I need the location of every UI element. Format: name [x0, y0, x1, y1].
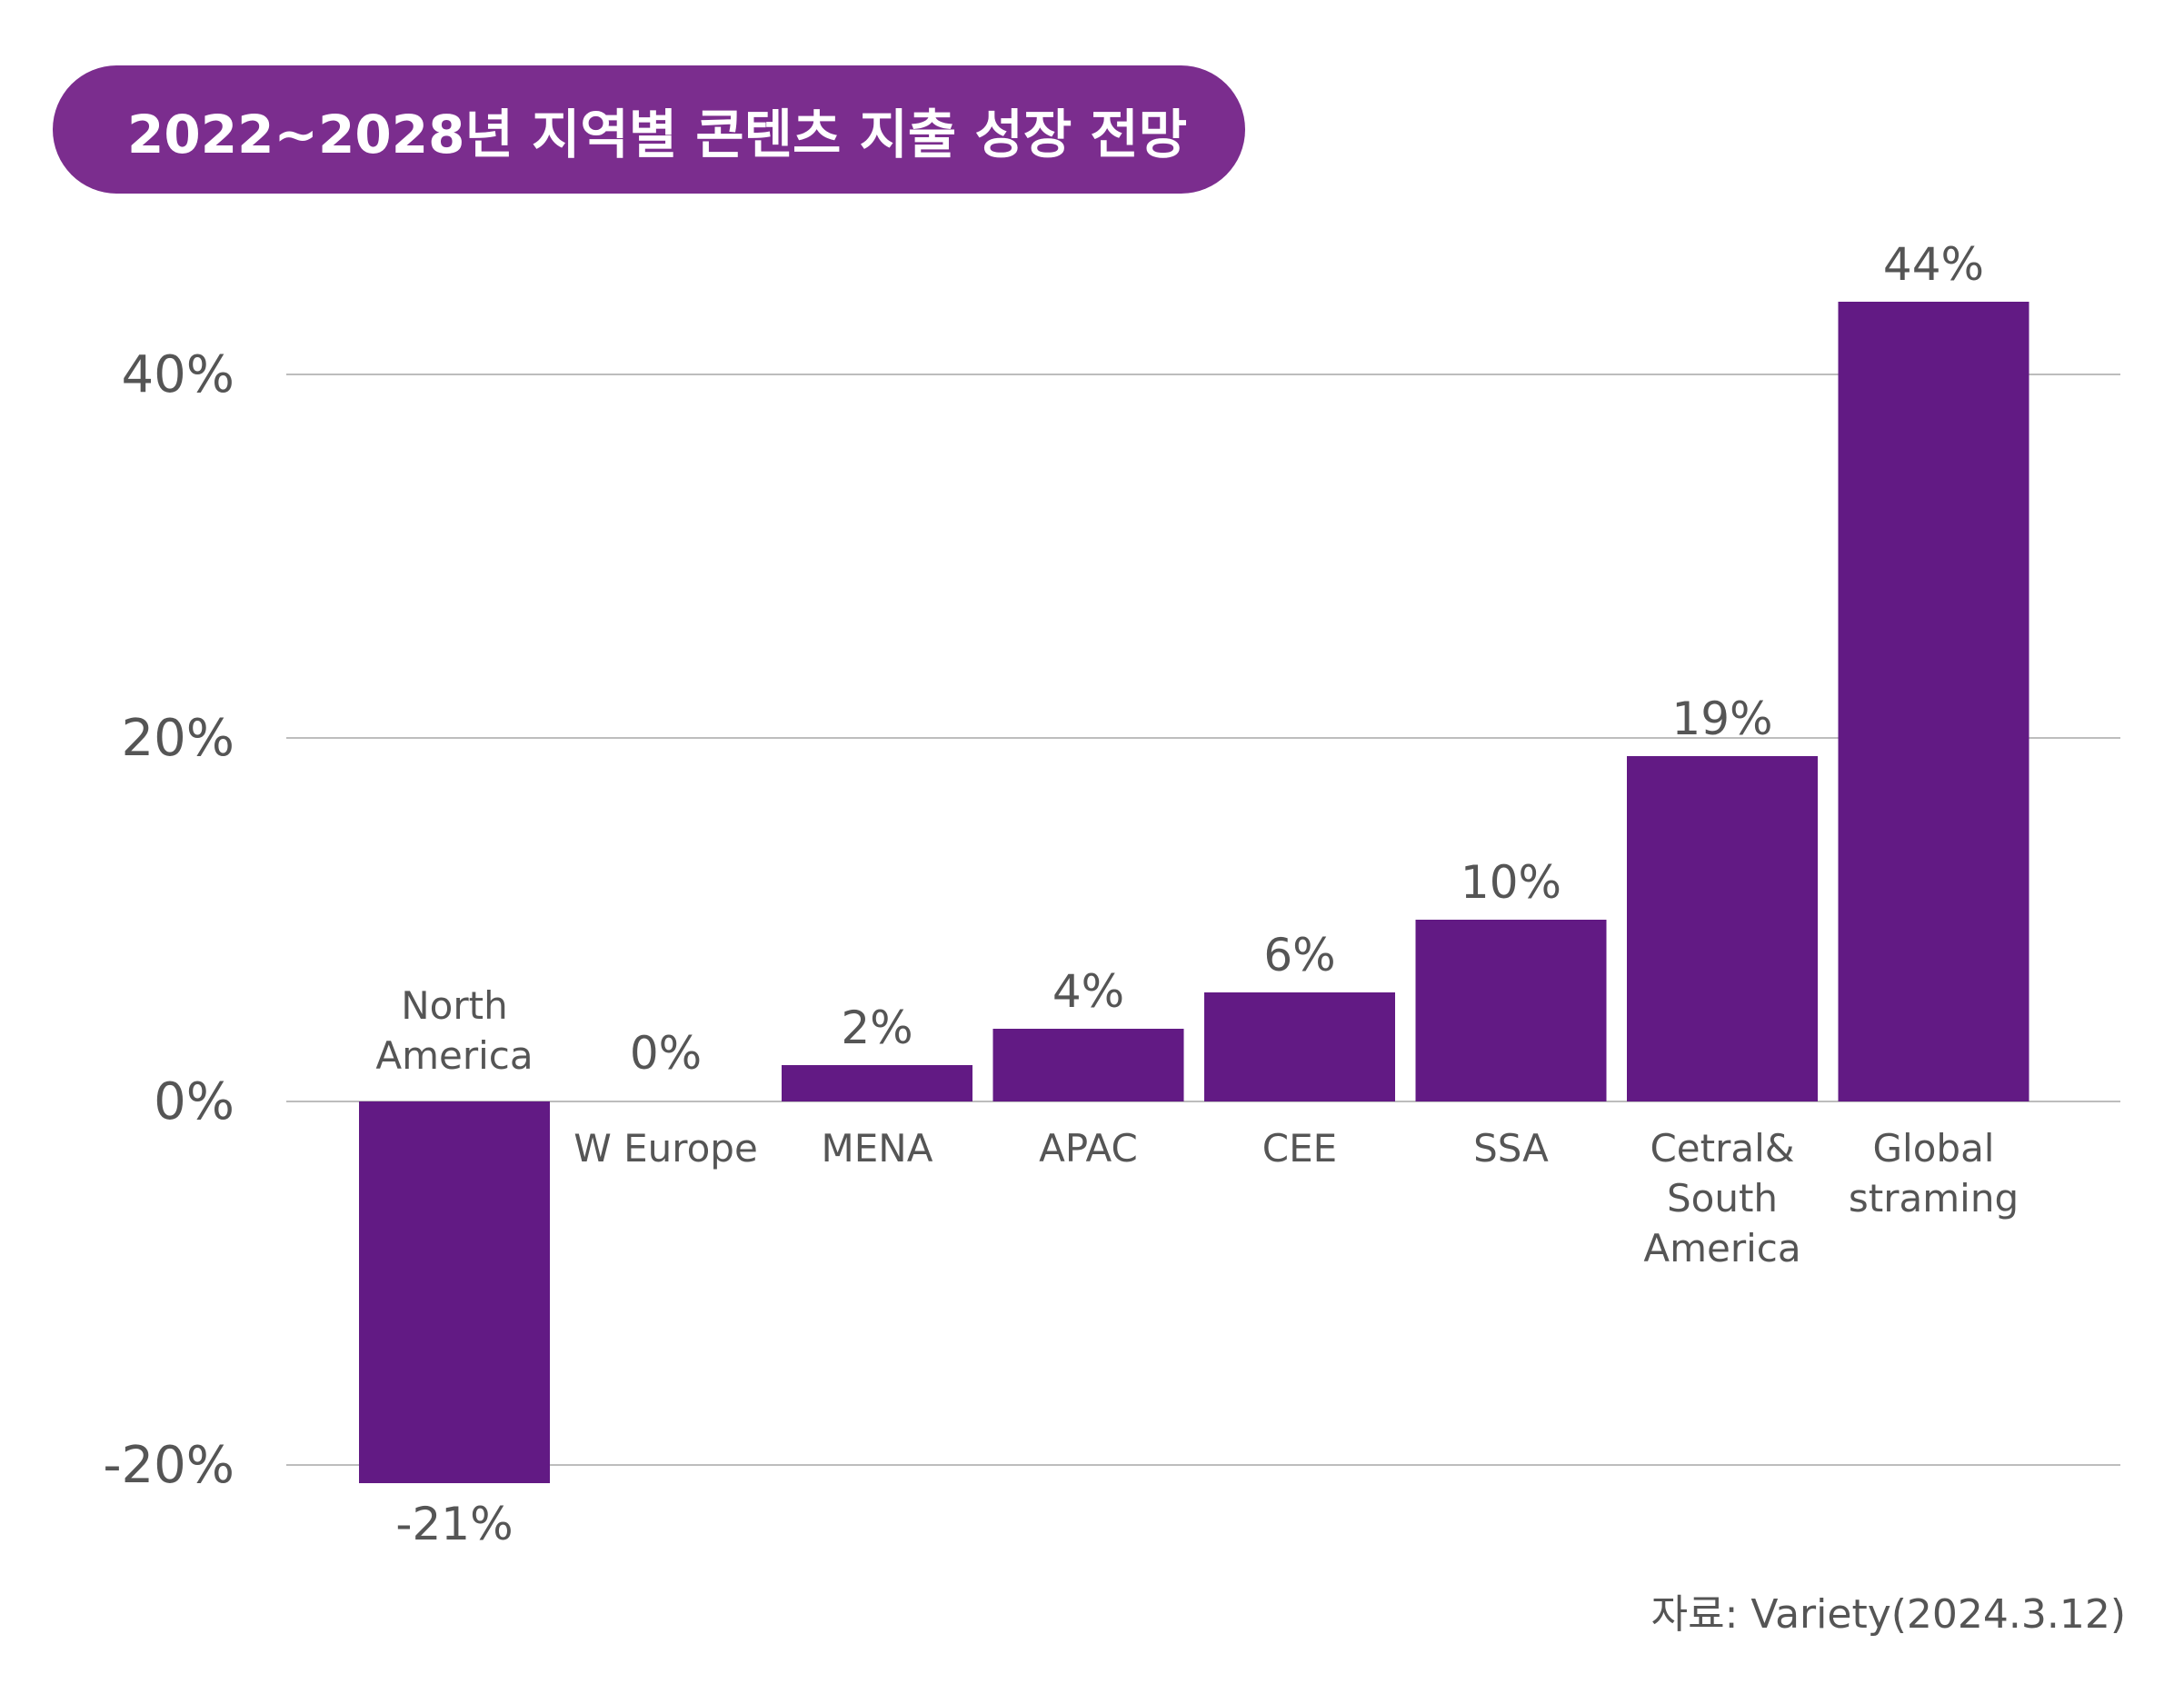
chart-title-pill: 2022~2028년 지역별 콘텐츠 지출 성장 전망	[53, 65, 1245, 194]
category-label-4-0: CEE	[1262, 1126, 1337, 1171]
chart-title: 2022~2028년 지역별 콘텐츠 지출 성장 전망	[127, 103, 1188, 165]
source-note: 자료: Variety(2024.3.12)	[1650, 1591, 2126, 1638]
value-label-7: 44%	[1883, 238, 1984, 291]
category-label-2-0: MENA	[822, 1126, 933, 1171]
category-label-5-0: SSA	[1473, 1126, 1549, 1171]
bar-3	[992, 1029, 1184, 1101]
category-label-3-0: APAC	[1039, 1126, 1138, 1171]
value-label-6: 19%	[1671, 693, 1772, 745]
value-label-2: 2%	[841, 1001, 912, 1054]
category-label-0-0: North	[401, 983, 507, 1028]
y-tick-label-1: 0%	[154, 1072, 234, 1131]
category-label-0-1: America	[375, 1033, 533, 1078]
bar-0	[359, 1101, 550, 1483]
category-label-6-2: America	[1643, 1226, 1800, 1270]
value-label-5: 10%	[1461, 856, 1561, 909]
bar-2	[782, 1065, 972, 1101]
value-label-4: 6%	[1263, 929, 1335, 982]
bar-4	[1204, 992, 1395, 1101]
bar-5	[1415, 920, 1607, 1101]
y-tick-label-2: 20%	[122, 709, 234, 768]
value-label-0: -21%	[395, 1498, 513, 1550]
bar-6	[1627, 756, 1818, 1101]
category-label-1-0: W Europe	[573, 1126, 758, 1171]
y-tick-label-0: -20%	[103, 1436, 234, 1495]
value-label-3: 4%	[1052, 965, 1124, 1018]
category-label-6-0: Cetral&	[1650, 1126, 1794, 1171]
value-label-1: 0%	[630, 1027, 702, 1080]
bar-7	[1838, 302, 2029, 1101]
category-label-6-1: South	[1667, 1176, 1778, 1221]
y-tick-label-3: 40%	[122, 345, 234, 404]
category-label-7-0: Global	[1873, 1126, 1995, 1171]
category-label-7-1: straming	[1849, 1176, 2019, 1221]
